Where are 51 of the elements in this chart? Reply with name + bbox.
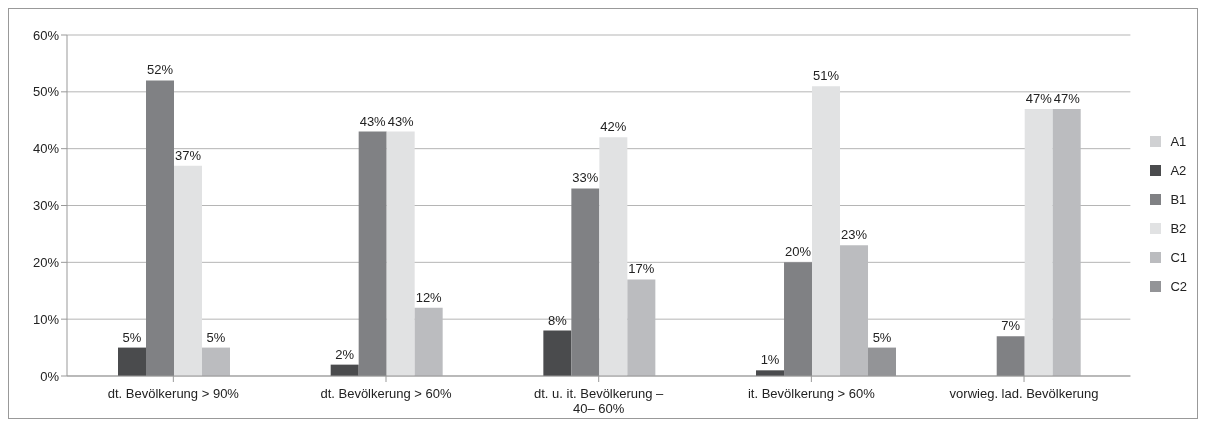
data-label: 47% xyxy=(1053,90,1081,106)
legend-label: A2 xyxy=(1170,162,1187,178)
bar xyxy=(358,131,387,376)
legend-label: B1 xyxy=(1170,191,1187,207)
bar xyxy=(1024,108,1053,376)
data-label: 2% xyxy=(335,346,355,362)
bar xyxy=(118,347,146,376)
y-tick-label: 10% xyxy=(32,311,60,327)
data-label: 43% xyxy=(359,113,387,129)
bar xyxy=(543,330,572,376)
y-tick-label: 0% xyxy=(40,368,60,384)
data-label: 52% xyxy=(146,62,174,78)
data-label: 20% xyxy=(785,244,812,260)
data-label: 5% xyxy=(122,329,142,345)
x-tick-label: dt. Bevölkerung > 60% xyxy=(320,386,453,401)
bar xyxy=(386,131,415,376)
legend-label: C2 xyxy=(1170,278,1187,294)
x-tick-label: dt. Bevölkerung > 90% xyxy=(107,386,240,401)
y-tick-label: 50% xyxy=(32,84,60,100)
legend-label: C1 xyxy=(1170,249,1187,265)
data-label: 42% xyxy=(600,119,627,135)
x-tick-label: dt. u. it. Bevölkerung – 40– 60% xyxy=(534,386,665,416)
data-label: 8% xyxy=(547,312,568,328)
data-label: 37% xyxy=(174,147,202,163)
data-label: 7% xyxy=(1001,318,1021,334)
y-tick-label: 30% xyxy=(32,198,60,214)
bar xyxy=(812,86,841,376)
bar xyxy=(202,347,230,376)
bar xyxy=(571,188,600,376)
y-tick-label: 40% xyxy=(32,141,60,157)
data-label: 33% xyxy=(572,170,599,186)
data-label: 43% xyxy=(387,113,415,129)
data-label: 5% xyxy=(872,329,892,345)
data-label: 1% xyxy=(760,352,780,368)
bar xyxy=(174,165,202,376)
bar xyxy=(599,137,628,376)
bar xyxy=(784,262,813,376)
data-label: 5% xyxy=(206,329,226,345)
legend-label: B2 xyxy=(1170,220,1187,236)
data-label: 51% xyxy=(813,68,840,84)
x-tick-label: vorwieg. lad. Bevölkerung xyxy=(949,386,1099,401)
data-label: 47% xyxy=(1025,90,1053,106)
y-tick-label: 60% xyxy=(32,27,60,43)
data-label: 12% xyxy=(415,289,443,305)
y-tick-label: 20% xyxy=(32,254,60,270)
data-label: 23% xyxy=(841,227,868,243)
data-label: 17% xyxy=(628,261,655,277)
bar xyxy=(146,80,174,376)
bar xyxy=(996,336,1025,376)
x-tick-label: it. Bevölkerung > 60% xyxy=(747,386,876,401)
legend-label: A1 xyxy=(1170,133,1187,149)
